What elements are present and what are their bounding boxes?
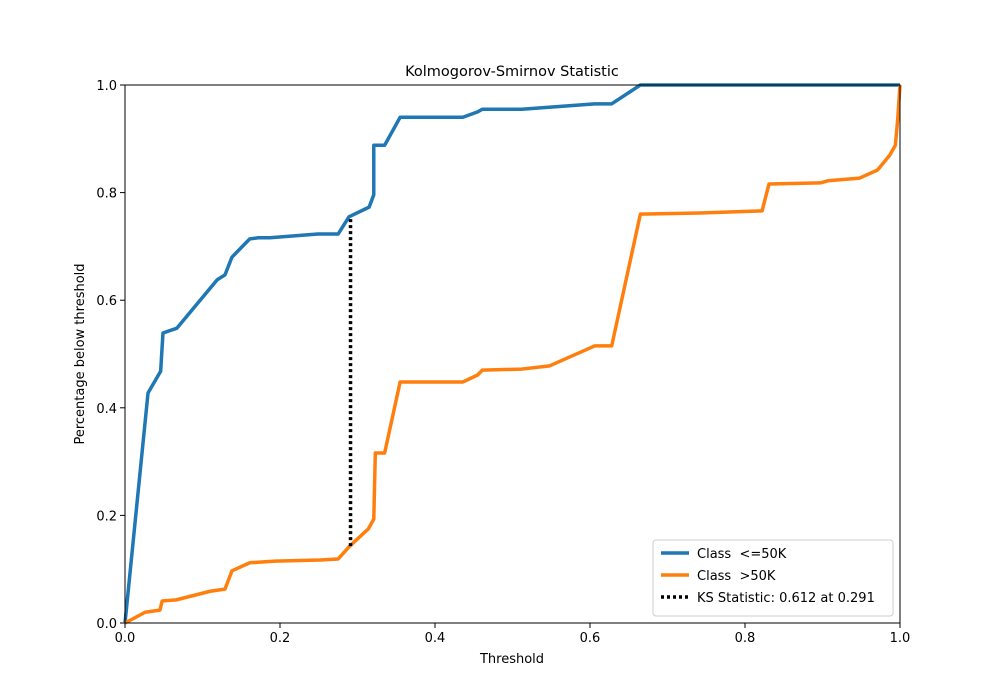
x-tick-label: 0.2 <box>270 631 291 646</box>
legend-frame <box>652 539 894 617</box>
y-tick-label: 0.6 <box>96 294 117 309</box>
y-tick-label: 0.8 <box>96 187 117 202</box>
y-tick-label: 0.4 <box>96 402 117 417</box>
legend-label: Class >50K <box>697 569 776 584</box>
y-tick-label: 0.0 <box>96 617 117 632</box>
x-tick-label: 0.6 <box>580 631 601 646</box>
line-series <box>124 84 902 625</box>
y-tick-label: 1.0 <box>96 79 117 94</box>
line-series <box>123 83 900 624</box>
plot-frame <box>124 84 901 624</box>
x-tick-label: 0.8 <box>735 631 756 646</box>
x-axis-label: Threshold <box>479 652 544 667</box>
chart-title: Kolmogorov-Smirnov Statistic <box>405 64 619 80</box>
legend: Class <=50K Class >50K KS Statistic: 0.612… <box>652 539 894 617</box>
x-tick-label: 0.0 <box>115 631 136 646</box>
y-tick-label: 0.2 <box>96 509 117 524</box>
legend-label: Class <=50K <box>697 547 787 562</box>
x-tick-label: 1.0 <box>890 631 911 646</box>
legend-label: KS Statistic: 0.612 at 0.291 <box>697 591 875 606</box>
x-tick-label: 0.4 <box>425 631 446 646</box>
y-axis-label: Percentage below threshold <box>73 263 88 444</box>
